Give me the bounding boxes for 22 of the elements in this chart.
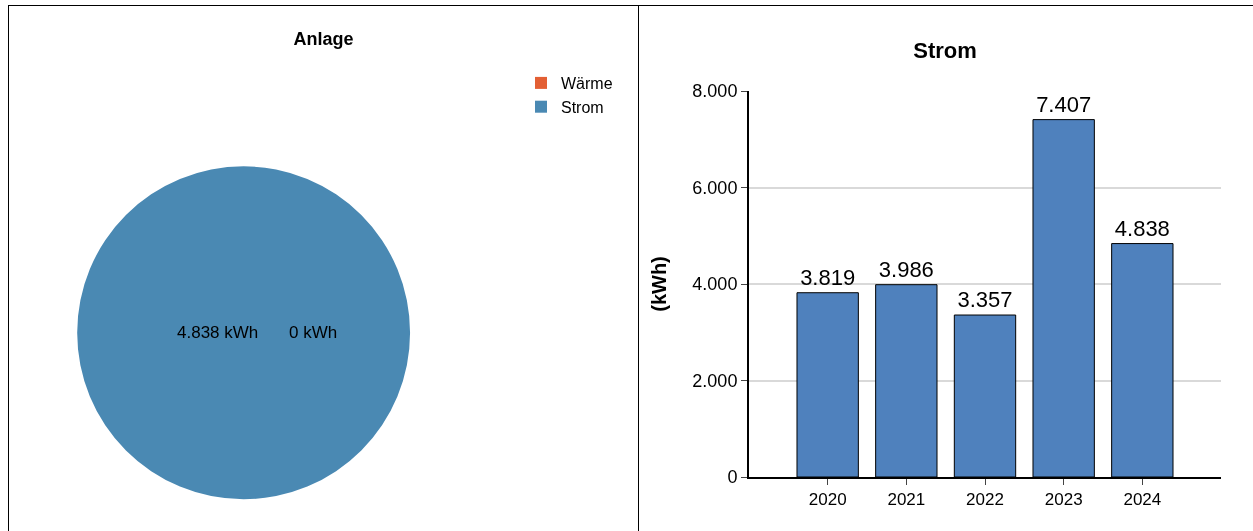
y-tick-label: 8.000	[692, 81, 738, 102]
legend-label: Wärme	[561, 75, 613, 93]
data-label: 3.357	[957, 287, 1013, 313]
y-axis-title: (kWh)	[648, 256, 671, 312]
y-tick-label: 4.000	[692, 274, 738, 295]
data-label: 7.407	[1036, 91, 1092, 117]
legend-label: Strom	[561, 98, 604, 116]
x-tick-label: 2021	[887, 490, 926, 510]
y-tick-label: 2.000	[692, 370, 738, 391]
y-tick-label: 0	[727, 467, 738, 488]
data-label: 4.838	[1114, 215, 1170, 241]
x-tick-label: 2020	[808, 490, 847, 510]
text: 0 kWh	[289, 323, 338, 342]
x-tick-label: 2024	[1123, 490, 1162, 510]
x-tick-label: 2022	[966, 490, 1004, 510]
chart-title: Strom	[913, 38, 977, 64]
chart-title: Anlage	[293, 28, 354, 49]
x-tick-label: 2023	[1044, 490, 1083, 510]
data-label: 3.819	[800, 264, 856, 290]
data-label: 3.986	[878, 256, 934, 282]
data-label: 4.838 kWh	[177, 323, 259, 342]
y-tick-label: 6.000	[692, 177, 738, 198]
